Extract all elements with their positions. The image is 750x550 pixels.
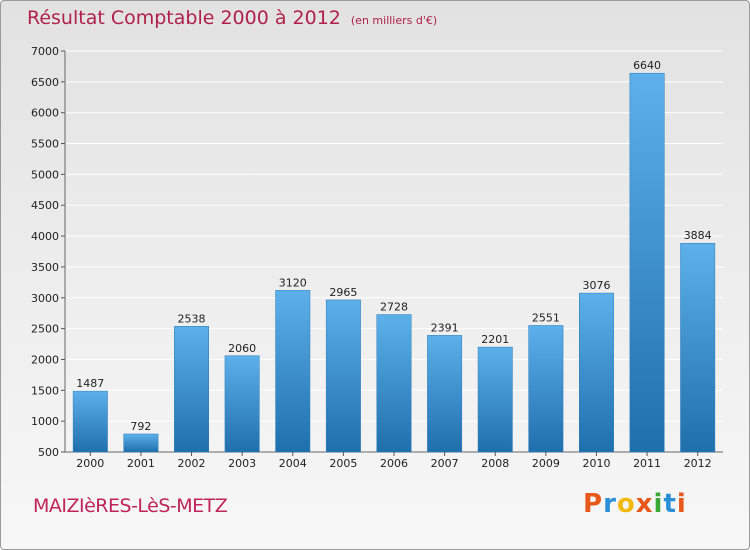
x-tick-label: 2004	[279, 457, 307, 470]
x-tick-label: 2005	[329, 457, 357, 470]
x-tick-label: 2007	[431, 457, 459, 470]
x-tick-label: 2008	[481, 457, 509, 470]
y-tick-label: 5000	[31, 168, 59, 181]
proxiti-logo[interactable]: Proxiti	[583, 489, 687, 519]
logo-letter: o	[616, 489, 636, 519]
y-tick-label: 6500	[31, 76, 59, 89]
logo-letter: i	[676, 489, 687, 519]
data-label-2010: 3076	[582, 279, 610, 292]
x-tick-label: 2009	[532, 457, 560, 470]
data-label-2008: 2201	[481, 333, 509, 346]
y-tick-label: 1500	[31, 384, 59, 397]
bar-2012	[680, 242, 716, 453]
y-tick-label: 3500	[31, 261, 59, 274]
data-label-2004: 3120	[279, 276, 307, 289]
bar-2004	[275, 290, 311, 453]
data-label-2012: 3884	[684, 229, 712, 242]
municipality-name: MAIZIèRES-LèS-METZ	[33, 495, 228, 517]
data-label-2001: 792	[130, 420, 151, 433]
bar-2008	[477, 346, 513, 453]
y-tick-label: 4500	[31, 199, 59, 212]
data-label-2011: 6640	[633, 59, 661, 72]
bar-2000	[72, 390, 108, 453]
x-tick-label: 2000	[76, 457, 104, 470]
x-tick-label: 2003	[228, 457, 256, 470]
x-tick-label: 2001	[127, 457, 155, 470]
logo-letter: t	[663, 489, 677, 519]
x-tick-label: 2012	[684, 457, 712, 470]
data-label-2000: 1487	[76, 377, 104, 390]
y-tick-label: 500	[38, 446, 59, 459]
y-tick-label: 2000	[31, 353, 59, 366]
x-tick-label: 2006	[380, 457, 408, 470]
logo-letter: x	[635, 489, 654, 519]
chart-title-text: Résultat Comptable 2000 à 2012	[27, 7, 341, 29]
bar-2001	[123, 433, 159, 453]
data-labels: 1487 792 2538 2060 3120 2965 2728 2391 2201 2551 3…	[76, 59, 711, 433]
y-tick-label: 4000	[31, 230, 59, 243]
y-tick-label: 1000	[31, 415, 59, 428]
bar-2006	[376, 314, 412, 453]
data-label-2009: 2551	[532, 311, 560, 324]
x-tick-label: 2010	[582, 457, 610, 470]
chart-title: Résultat Comptable 2000 à 2012 (en millie…	[27, 7, 437, 29]
x-axis: 2000 2001 2002 2003 2004 2005 2006 2007 2008 2009…	[76, 452, 712, 470]
bar-2002	[174, 326, 209, 453]
data-label-2003: 2060	[228, 342, 256, 355]
y-tick-label: 7000	[31, 45, 59, 58]
x-tick-label: 2002	[178, 457, 206, 470]
bar-2007	[427, 335, 463, 453]
chart-subtitle: (en milliers d'€)	[350, 14, 438, 27]
logo-letter: P	[583, 489, 604, 519]
bar-2003	[224, 355, 260, 453]
bar-2011	[629, 72, 665, 453]
data-label-2006: 2728	[380, 301, 408, 314]
y-tick-label: 2500	[31, 323, 59, 336]
y-tick-label: 3000	[31, 292, 59, 305]
bars	[72, 72, 716, 453]
bar-2005	[325, 299, 361, 453]
data-label-2007: 2391	[431, 321, 459, 334]
y-tick-label: 5500	[31, 138, 59, 151]
bar-2009	[528, 325, 564, 453]
logo-letter: i	[653, 489, 664, 519]
logo-letter: r	[603, 489, 617, 519]
x-tick-label: 2011	[633, 457, 661, 470]
bar-2010	[579, 292, 614, 453]
y-tick-label: 6000	[31, 107, 59, 120]
data-label-2005: 2965	[329, 286, 357, 299]
data-label-2002: 2538	[178, 312, 206, 325]
